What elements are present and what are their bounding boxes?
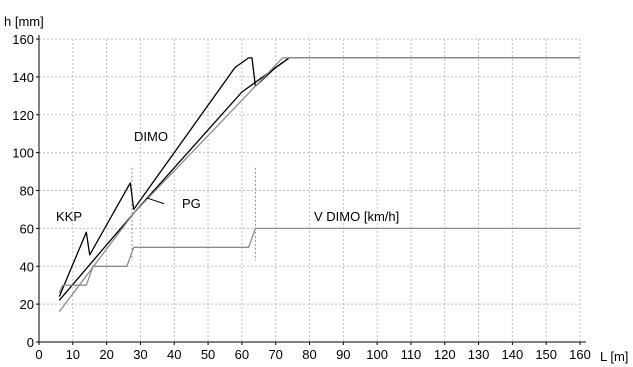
- y-tick-label: 100: [12, 146, 34, 161]
- axes: [39, 35, 586, 342]
- x-tick-label: 140: [502, 347, 524, 362]
- y-tick-label: 60: [20, 221, 34, 236]
- series-line-dimo: [59, 58, 580, 297]
- x-tick-label: 0: [35, 347, 42, 362]
- y-axis-label: h [mm]: [4, 14, 44, 29]
- y-tick-labels: 0 20 40 60 80 100 120 140 160: [12, 32, 39, 350]
- series-label-dimo: DIMO: [134, 129, 168, 144]
- series-line-pg: [59, 58, 580, 312]
- x-tick-label: 20: [99, 347, 113, 362]
- y-tick-label: 40: [20, 259, 34, 274]
- x-tick-label: 40: [167, 347, 181, 362]
- y-tick-label: 120: [12, 108, 34, 123]
- x-tick-label: 150: [535, 347, 557, 362]
- x-tick-label: 10: [66, 347, 80, 362]
- x-tick-label: 130: [468, 347, 490, 362]
- pg-label-leader: [147, 198, 164, 204]
- y-tick-label: 20: [20, 297, 34, 312]
- y-tick-label: 160: [12, 32, 34, 47]
- series-label-kkp: KKP: [56, 209, 82, 224]
- x-tick-labels: 0 10 20 30 40 50 60 70 80 90 100 110 120 130 140 150 160: [35, 342, 590, 362]
- x-tick-label: 70: [268, 347, 282, 362]
- grid: [39, 39, 580, 342]
- x-tick-label: 120: [434, 347, 456, 362]
- x-tick-label: 30: [133, 347, 147, 362]
- series-label-pg: PG: [182, 196, 201, 211]
- series-line-v-dimo-km-h: [59, 228, 580, 292]
- x-tick-label: 60: [235, 347, 249, 362]
- x-axis-label: L [m]: [600, 349, 628, 364]
- y-tick-label: 0: [27, 335, 34, 350]
- reference-lines: [132, 168, 255, 261]
- y-tick-label: 80: [20, 184, 34, 199]
- series-lines: [59, 58, 580, 312]
- y-tick-label: 140: [12, 70, 34, 85]
- series-label-v-dimo: V DIMO [km/h]: [314, 209, 399, 224]
- x-tick-label: 160: [569, 347, 591, 362]
- x-tick-label: 50: [201, 347, 215, 362]
- x-tick-label: 90: [336, 347, 350, 362]
- x-tick-label: 110: [401, 347, 422, 362]
- x-tick-label: 80: [302, 347, 316, 362]
- x-tick-label: 100: [366, 347, 388, 362]
